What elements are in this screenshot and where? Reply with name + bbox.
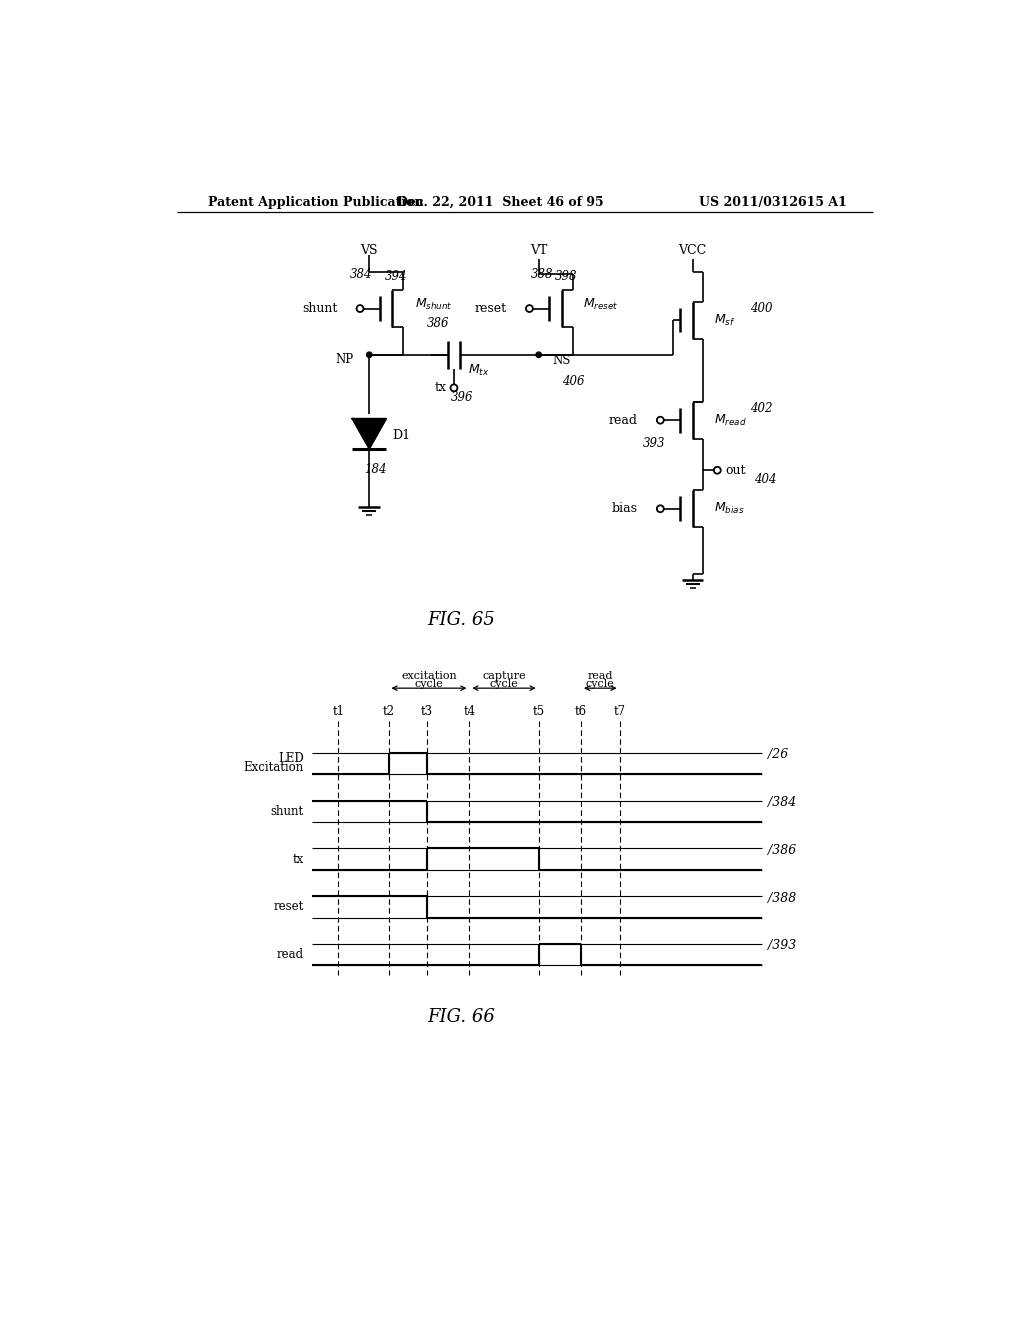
Text: reset: reset — [475, 302, 507, 315]
Text: t1: t1 — [333, 705, 344, 718]
Text: US 2011/0312615 A1: US 2011/0312615 A1 — [698, 195, 847, 209]
Text: t7: t7 — [613, 705, 626, 718]
Text: 393: 393 — [643, 437, 666, 450]
Text: t3: t3 — [421, 705, 433, 718]
Text: VCC: VCC — [679, 244, 707, 257]
Text: /386: /386 — [768, 843, 797, 857]
Text: t2: t2 — [383, 705, 394, 718]
Text: read: read — [276, 948, 304, 961]
Text: D1: D1 — [392, 429, 411, 442]
Text: t5: t5 — [532, 705, 545, 718]
Text: VT: VT — [530, 244, 548, 257]
Text: /388: /388 — [768, 892, 797, 904]
Text: VS: VS — [360, 244, 378, 257]
Text: read: read — [609, 413, 638, 426]
Text: t4: t4 — [463, 705, 475, 718]
Text: $M_{shunt}$: $M_{shunt}$ — [416, 297, 454, 313]
Text: 394: 394 — [385, 269, 408, 282]
Text: capture: capture — [482, 671, 525, 681]
Text: cycle: cycle — [415, 680, 443, 689]
Polygon shape — [352, 418, 386, 449]
Text: shunt: shunt — [270, 805, 304, 818]
Text: excitation: excitation — [401, 671, 457, 681]
Text: /26: /26 — [768, 748, 788, 762]
Text: NP: NP — [336, 352, 354, 366]
Text: $M_{reset}$: $M_{reset}$ — [584, 297, 618, 313]
Text: Patent Application Publication: Patent Application Publication — [208, 195, 423, 209]
Text: reset: reset — [273, 900, 304, 913]
Text: out: out — [725, 463, 745, 477]
Text: $M_{tx}$: $M_{tx}$ — [468, 363, 489, 378]
Text: 398: 398 — [554, 269, 577, 282]
Text: shunt: shunt — [302, 302, 338, 315]
Text: $M_{read}$: $M_{read}$ — [714, 413, 746, 428]
Text: /384: /384 — [768, 796, 797, 809]
Text: bias: bias — [612, 502, 638, 515]
Text: FIG. 65: FIG. 65 — [428, 611, 496, 630]
Text: 404: 404 — [755, 473, 777, 486]
Text: $M_{bias}$: $M_{bias}$ — [714, 502, 744, 516]
Text: $M_{sf}$: $M_{sf}$ — [714, 313, 736, 327]
Text: 388: 388 — [531, 268, 554, 281]
Text: FIG. 66: FIG. 66 — [428, 1008, 496, 1026]
Text: 402: 402 — [751, 403, 773, 416]
Text: tx: tx — [434, 381, 446, 395]
Text: 386: 386 — [427, 317, 450, 330]
Text: read: read — [588, 671, 613, 681]
Text: 406: 406 — [562, 375, 585, 388]
Text: 384: 384 — [350, 268, 373, 281]
Text: 400: 400 — [751, 302, 773, 315]
Text: tx: tx — [293, 853, 304, 866]
Text: cycle: cycle — [489, 680, 518, 689]
Text: Excitation: Excitation — [244, 760, 304, 774]
Text: Dec. 22, 2011  Sheet 46 of 95: Dec. 22, 2011 Sheet 46 of 95 — [397, 195, 603, 209]
Text: t6: t6 — [574, 705, 587, 718]
Text: /393: /393 — [768, 940, 797, 953]
Circle shape — [536, 352, 542, 358]
Text: 396: 396 — [451, 391, 473, 404]
Text: cycle: cycle — [586, 680, 614, 689]
Text: LED: LED — [279, 751, 304, 764]
Circle shape — [367, 352, 372, 358]
Text: NS: NS — [553, 354, 571, 367]
Text: 184: 184 — [365, 463, 387, 477]
